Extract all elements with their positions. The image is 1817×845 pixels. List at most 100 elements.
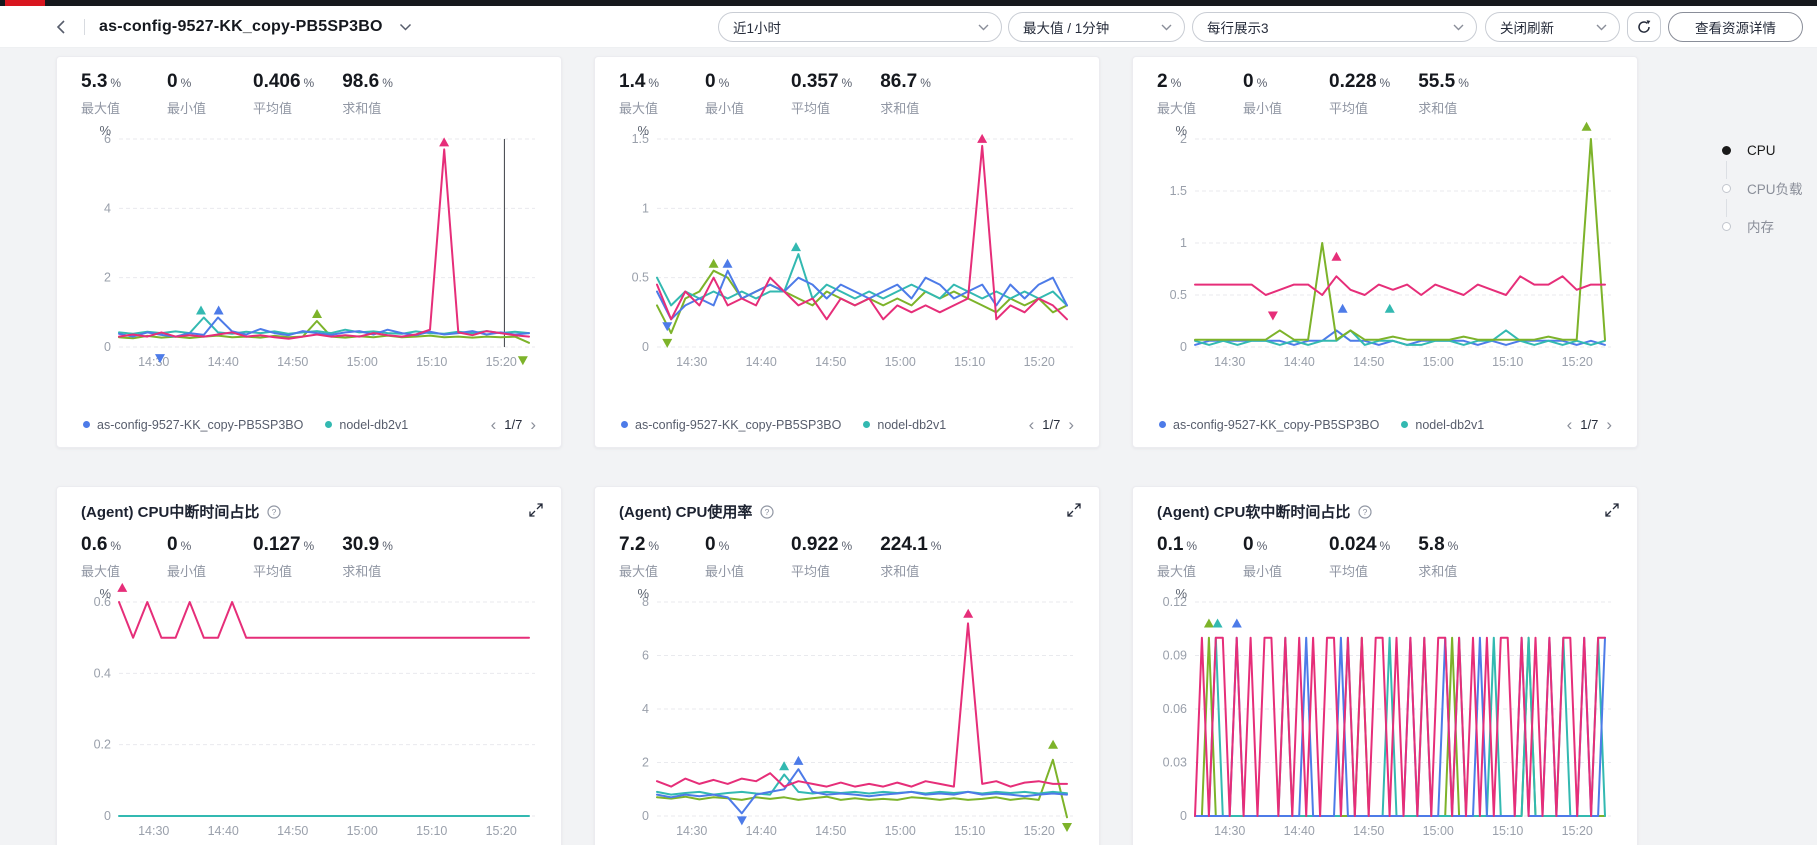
chart-card: (Agent) CPU软中断时间占比 ? 0.1% 最大值 0% 最小值 0.024… [1132,486,1638,845]
expand-icon[interactable] [529,503,543,522]
expand-icon[interactable] [1605,503,1619,522]
svg-text:15:10: 15:10 [416,355,447,369]
svg-text:15:10: 15:10 [954,355,985,369]
header-bar: as-config-9527-KK_copy-PB5SP3BO 近1小时 最大值… [0,6,1817,48]
svg-text:%: % [99,586,111,601]
stats-row: 0.1% 最大值 0% 最小值 0.024% 平均值 5.8% 求和值 [1157,534,1613,580]
svg-text:14:50: 14:50 [277,824,308,838]
svg-text:14:40: 14:40 [208,355,239,369]
help-icon[interactable]: ? [760,504,774,519]
line-chart-canvas[interactable]: 0 0.5 1 1.5% 14:30 14:40 14:50 15:00 15:10 15:20 [619,123,1075,371]
stepper-connector [1726,161,1727,179]
line-chart-canvas[interactable]: 0 0.2 0.4 0.6% 14:30 14:40 14:50 15:00 15:10 15:2… [81,582,537,840]
header-left: as-config-9527-KK_copy-PB5SP3BO [52,6,412,48]
line-chart: 0 0.5 1 1.5 2% 14:30 14:40 14:50 15:00 15:10 15:20 [1157,121,1613,371]
svg-text:0: 0 [1180,809,1187,823]
title-dropdown-toggle[interactable] [399,23,412,31]
line-chart-canvas[interactable]: 0 2 4 6% 14:30 14:40 14:50 15:00 15:10 15:20 [81,123,537,371]
stepper-item-cpu-load[interactable]: CPU负载 [1722,178,1803,217]
svg-text:14:40: 14:40 [746,355,777,369]
pager-next-icon[interactable]: › [530,415,536,434]
legend-item[interactable]: nodel-db2v1 [863,418,946,432]
legend-dot [83,421,90,428]
per-row-select[interactable]: 每行展示3 [1192,12,1477,42]
svg-text:14:50: 14:50 [1353,824,1384,838]
stats-row: 5.3% 最大值 0% 最小值 0.406% 平均值 98.6% 求和值 [81,71,537,117]
pager-next-icon[interactable]: › [1068,415,1074,434]
legend-dot [325,421,333,428]
svg-text:0.2: 0.2 [94,738,111,752]
stats-row: 7.2% 最大值 0% 最小值 0.922% 平均值 224.1% 求和值 [619,534,1075,580]
metric-stepper: CPU CPU负载 内存 [1722,140,1803,236]
svg-text:14:40: 14:40 [1284,355,1315,369]
line-chart-canvas[interactable]: 0 0.03 0.06 0.09 0.12% 14:30 14:40 14:50 15:00 15… [1157,586,1613,840]
stat-sum: 55.5% 求和值 [1418,71,1469,116]
expand-icon[interactable] [1067,503,1081,522]
pager-next-icon[interactable]: › [1606,415,1612,434]
svg-text:%: % [99,123,111,138]
stepper-item-cpu[interactable]: CPU [1722,140,1803,179]
pager-prev-icon[interactable]: ‹ [1028,415,1035,434]
svg-text:15:00: 15:00 [1423,355,1454,369]
svg-text:15:00: 15:00 [347,355,378,369]
svg-text:15:20: 15:20 [1562,355,1593,369]
stat-max: 7.2% 最大值 [619,534,660,579]
svg-text:%: % [637,586,649,601]
stat-sum: 30.9% 求和值 [342,534,393,579]
stepper-item-memory[interactable]: 内存 [1722,216,1803,236]
line-chart-canvas[interactable]: 0 2 4 6 8% 14:30 14:40 14:50 15:00 15:10 15:20 [619,586,1075,840]
stat-sum: 86.7% 求和值 [880,71,931,116]
svg-text:14:30: 14:30 [676,824,707,838]
view-resource-details-button[interactable]: 查看资源详情 [1668,12,1803,42]
pager-prev-icon[interactable]: ‹ [490,415,497,434]
svg-text:%: % [637,123,649,138]
stat-sum: 5.8% 求和值 [1418,534,1459,579]
legend-item[interactable]: nodel-db2v1 [325,418,408,432]
legend-item[interactable]: as-config-9527-KK_copy-PB5SP3BO [83,418,303,432]
help-icon[interactable]: ? [1358,504,1372,519]
stat-max: 0.1% 最大值 [1157,534,1198,579]
svg-text:14:30: 14:30 [1214,824,1245,838]
pager-prev-icon[interactable]: ‹ [1566,415,1573,434]
pager-page: 1/7 [1042,417,1061,432]
help-icon[interactable]: ? [267,504,281,519]
stats-row: 0.6% 最大值 0% 最小值 0.127% 平均值 30.9% 求和值 [81,534,537,580]
legend-item[interactable]: nodel-db2v1 [1401,418,1484,432]
stepper-dot [1722,183,1731,193]
svg-text:8: 8 [642,595,649,609]
svg-text:2: 2 [1180,132,1187,146]
stat-max: 0.6% 最大值 [81,534,122,579]
svg-text:0: 0 [642,809,649,823]
svg-text:4: 4 [642,702,649,716]
stat-avg: 0.127% 平均值 [253,534,315,579]
legend-dot [1159,421,1166,428]
refresh-mode-value: 关闭刷新 [1500,21,1554,36]
chart-title: (Agent) CPU中断时间占比 [81,504,260,521]
aggregation-select[interactable]: 最大值 / 1分钟 [1008,12,1185,42]
stepper-connector [1726,199,1727,217]
legend-row: as-config-9527-KK_copy-PB5SP3BO nodel-db… [1157,414,1613,435]
svg-text:0: 0 [104,340,111,354]
svg-text:15:10: 15:10 [416,824,447,838]
line-chart: 0 0.2 0.4 0.6% 14:30 14:40 14:50 15:00 15:10 15:2… [81,582,537,840]
back-button[interactable] [52,18,70,36]
refresh-mode-select[interactable]: 关闭刷新 [1485,12,1620,42]
chart-title-row: (Agent) CPU使用率 ? [619,501,1075,522]
chart-title: (Agent) CPU使用率 [619,504,753,521]
svg-text:15:20: 15:20 [1024,824,1055,838]
time-range-select[interactable]: 近1小时 [718,12,1002,42]
svg-text:1.5: 1.5 [632,132,649,146]
legend-item[interactable]: as-config-9527-KK_copy-PB5SP3BO [1159,418,1379,432]
back-chevron-icon [56,20,65,34]
svg-text:15:00: 15:00 [347,824,378,838]
svg-text:0.03: 0.03 [1163,756,1187,770]
svg-text:14:40: 14:40 [1284,824,1315,838]
svg-text:14:40: 14:40 [746,824,777,838]
svg-text:14:50: 14:50 [815,824,846,838]
stat-avg: 0.922% 平均值 [791,534,853,579]
refresh-button[interactable] [1627,12,1661,42]
legend-item[interactable]: as-config-9527-KK_copy-PB5SP3BO [621,418,841,432]
svg-text:15:10: 15:10 [1492,824,1523,838]
stat-min: 0% 最小值 [167,71,207,116]
line-chart-canvas[interactable]: 0 0.5 1 1.5 2% 14:30 14:40 14:50 15:00 15:10 15:20 [1157,121,1613,371]
